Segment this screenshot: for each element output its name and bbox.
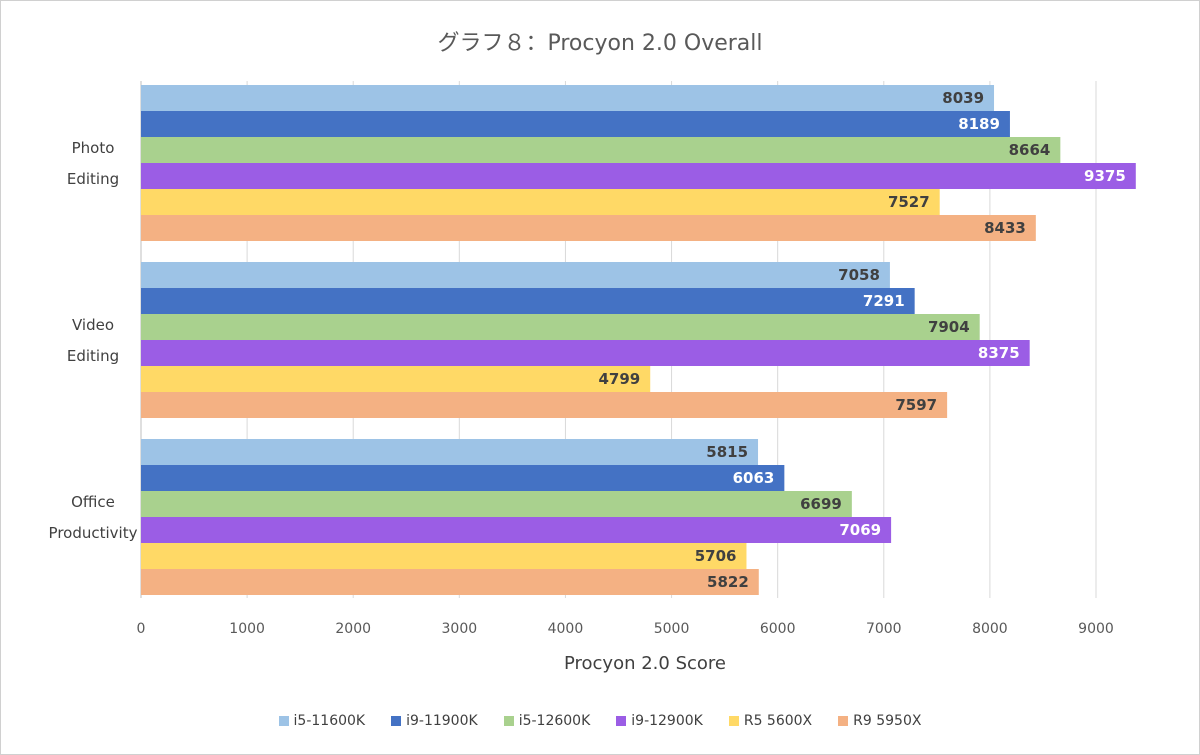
data-label: 7904 (928, 318, 970, 336)
category-label: Photo (72, 139, 115, 157)
x-tick-label: 2000 (335, 621, 371, 637)
x-tick-label: 5000 (654, 621, 690, 637)
bar-i9-12900K-0 (141, 163, 1136, 189)
legend-label: R5 5600X (743, 713, 813, 729)
data-label: 8664 (1009, 141, 1051, 159)
bar-R9 5950X-2 (141, 569, 759, 595)
data-label: 8433 (984, 219, 1026, 237)
category-label: Video (72, 316, 114, 334)
x-tick-label: 6000 (760, 621, 796, 637)
x-tick-label: 9000 (1078, 621, 1114, 637)
legend-item: i9-12900K (616, 713, 703, 729)
data-label: 6063 (733, 469, 775, 487)
legend-item: R5 5600X (728, 713, 813, 729)
data-label: 8039 (942, 89, 984, 107)
bar-i5-12600K-0 (141, 137, 1061, 163)
bar-R5 5600X-0 (141, 189, 940, 215)
bar-R9 5950X-0 (141, 215, 1036, 241)
data-label: 7291 (863, 292, 905, 310)
legend-swatch (838, 716, 849, 726)
x-tick-label: 8000 (972, 621, 1008, 637)
legend-item: i5-12600K (503, 713, 591, 729)
data-label: 5815 (706, 443, 748, 461)
bar-i9-11900K-2 (141, 465, 785, 491)
data-label: 7058 (838, 266, 880, 284)
x-tick-label: 1000 (229, 621, 265, 637)
legend-item: i5-11600K (278, 713, 366, 729)
legend-swatch (278, 716, 289, 726)
x-tick-label: 3000 (442, 621, 478, 637)
legend-label: R9 5950X (853, 713, 922, 729)
chart-title: グラフ８：Procyon 2.0 Overall (437, 31, 763, 56)
category-label: Productivity (49, 524, 138, 542)
data-label: 9375 (1084, 167, 1126, 185)
bar-i5-11600K-2 (141, 439, 759, 465)
legend-swatch (503, 716, 514, 726)
legend-label: i9-12900K (631, 713, 703, 729)
legend-label: i5-12600K (518, 713, 591, 729)
data-label: 6699 (800, 495, 842, 513)
legend-swatch (391, 716, 402, 726)
legend-item: i9-11900K (391, 713, 478, 729)
bar-R9 5950X-1 (141, 392, 948, 418)
legend-item: R9 5950X (838, 713, 921, 729)
x-tick-label: 7000 (866, 621, 902, 637)
data-label: 7069 (839, 521, 881, 539)
bar-i9-11900K-1 (141, 288, 915, 314)
category-label: Editing (67, 170, 119, 188)
bar-i9-12900K-2 (141, 517, 892, 543)
legend-swatch (728, 716, 739, 726)
bar-i5-12600K-1 (141, 314, 980, 340)
data-label: 4799 (598, 370, 640, 388)
data-label: 7597 (895, 396, 937, 414)
bar-i5-12600K-2 (141, 491, 852, 517)
x-tick-label: 4000 (548, 621, 584, 637)
legend-label: i9-11900K (406, 713, 478, 729)
category-label: Editing (67, 347, 119, 365)
bar-i5-11600K-0 (141, 85, 995, 111)
data-label: 8375 (978, 344, 1020, 362)
data-label: 8189 (958, 115, 1000, 133)
bar-i9-11900K-0 (141, 111, 1010, 137)
legend: i5-11600K i9-11900K i5-12600K i9-12900K R5 5… (1, 713, 1199, 729)
bar-R5 5600X-2 (141, 543, 747, 569)
bar-i5-11600K-1 (141, 262, 890, 288)
legend-swatch (616, 716, 627, 726)
x-tick-label: 0 (137, 621, 146, 637)
data-label: 5706 (695, 547, 737, 565)
data-label: 5822 (707, 573, 749, 591)
category-label: Office (71, 493, 115, 511)
bar-R5 5600X-1 (141, 366, 651, 392)
bar-i9-12900K-1 (141, 340, 1030, 366)
data-label: 7527 (888, 193, 930, 211)
x-axis-title: Procyon 2.0 Score (563, 653, 726, 674)
legend-label: i5-11600K (293, 713, 366, 729)
